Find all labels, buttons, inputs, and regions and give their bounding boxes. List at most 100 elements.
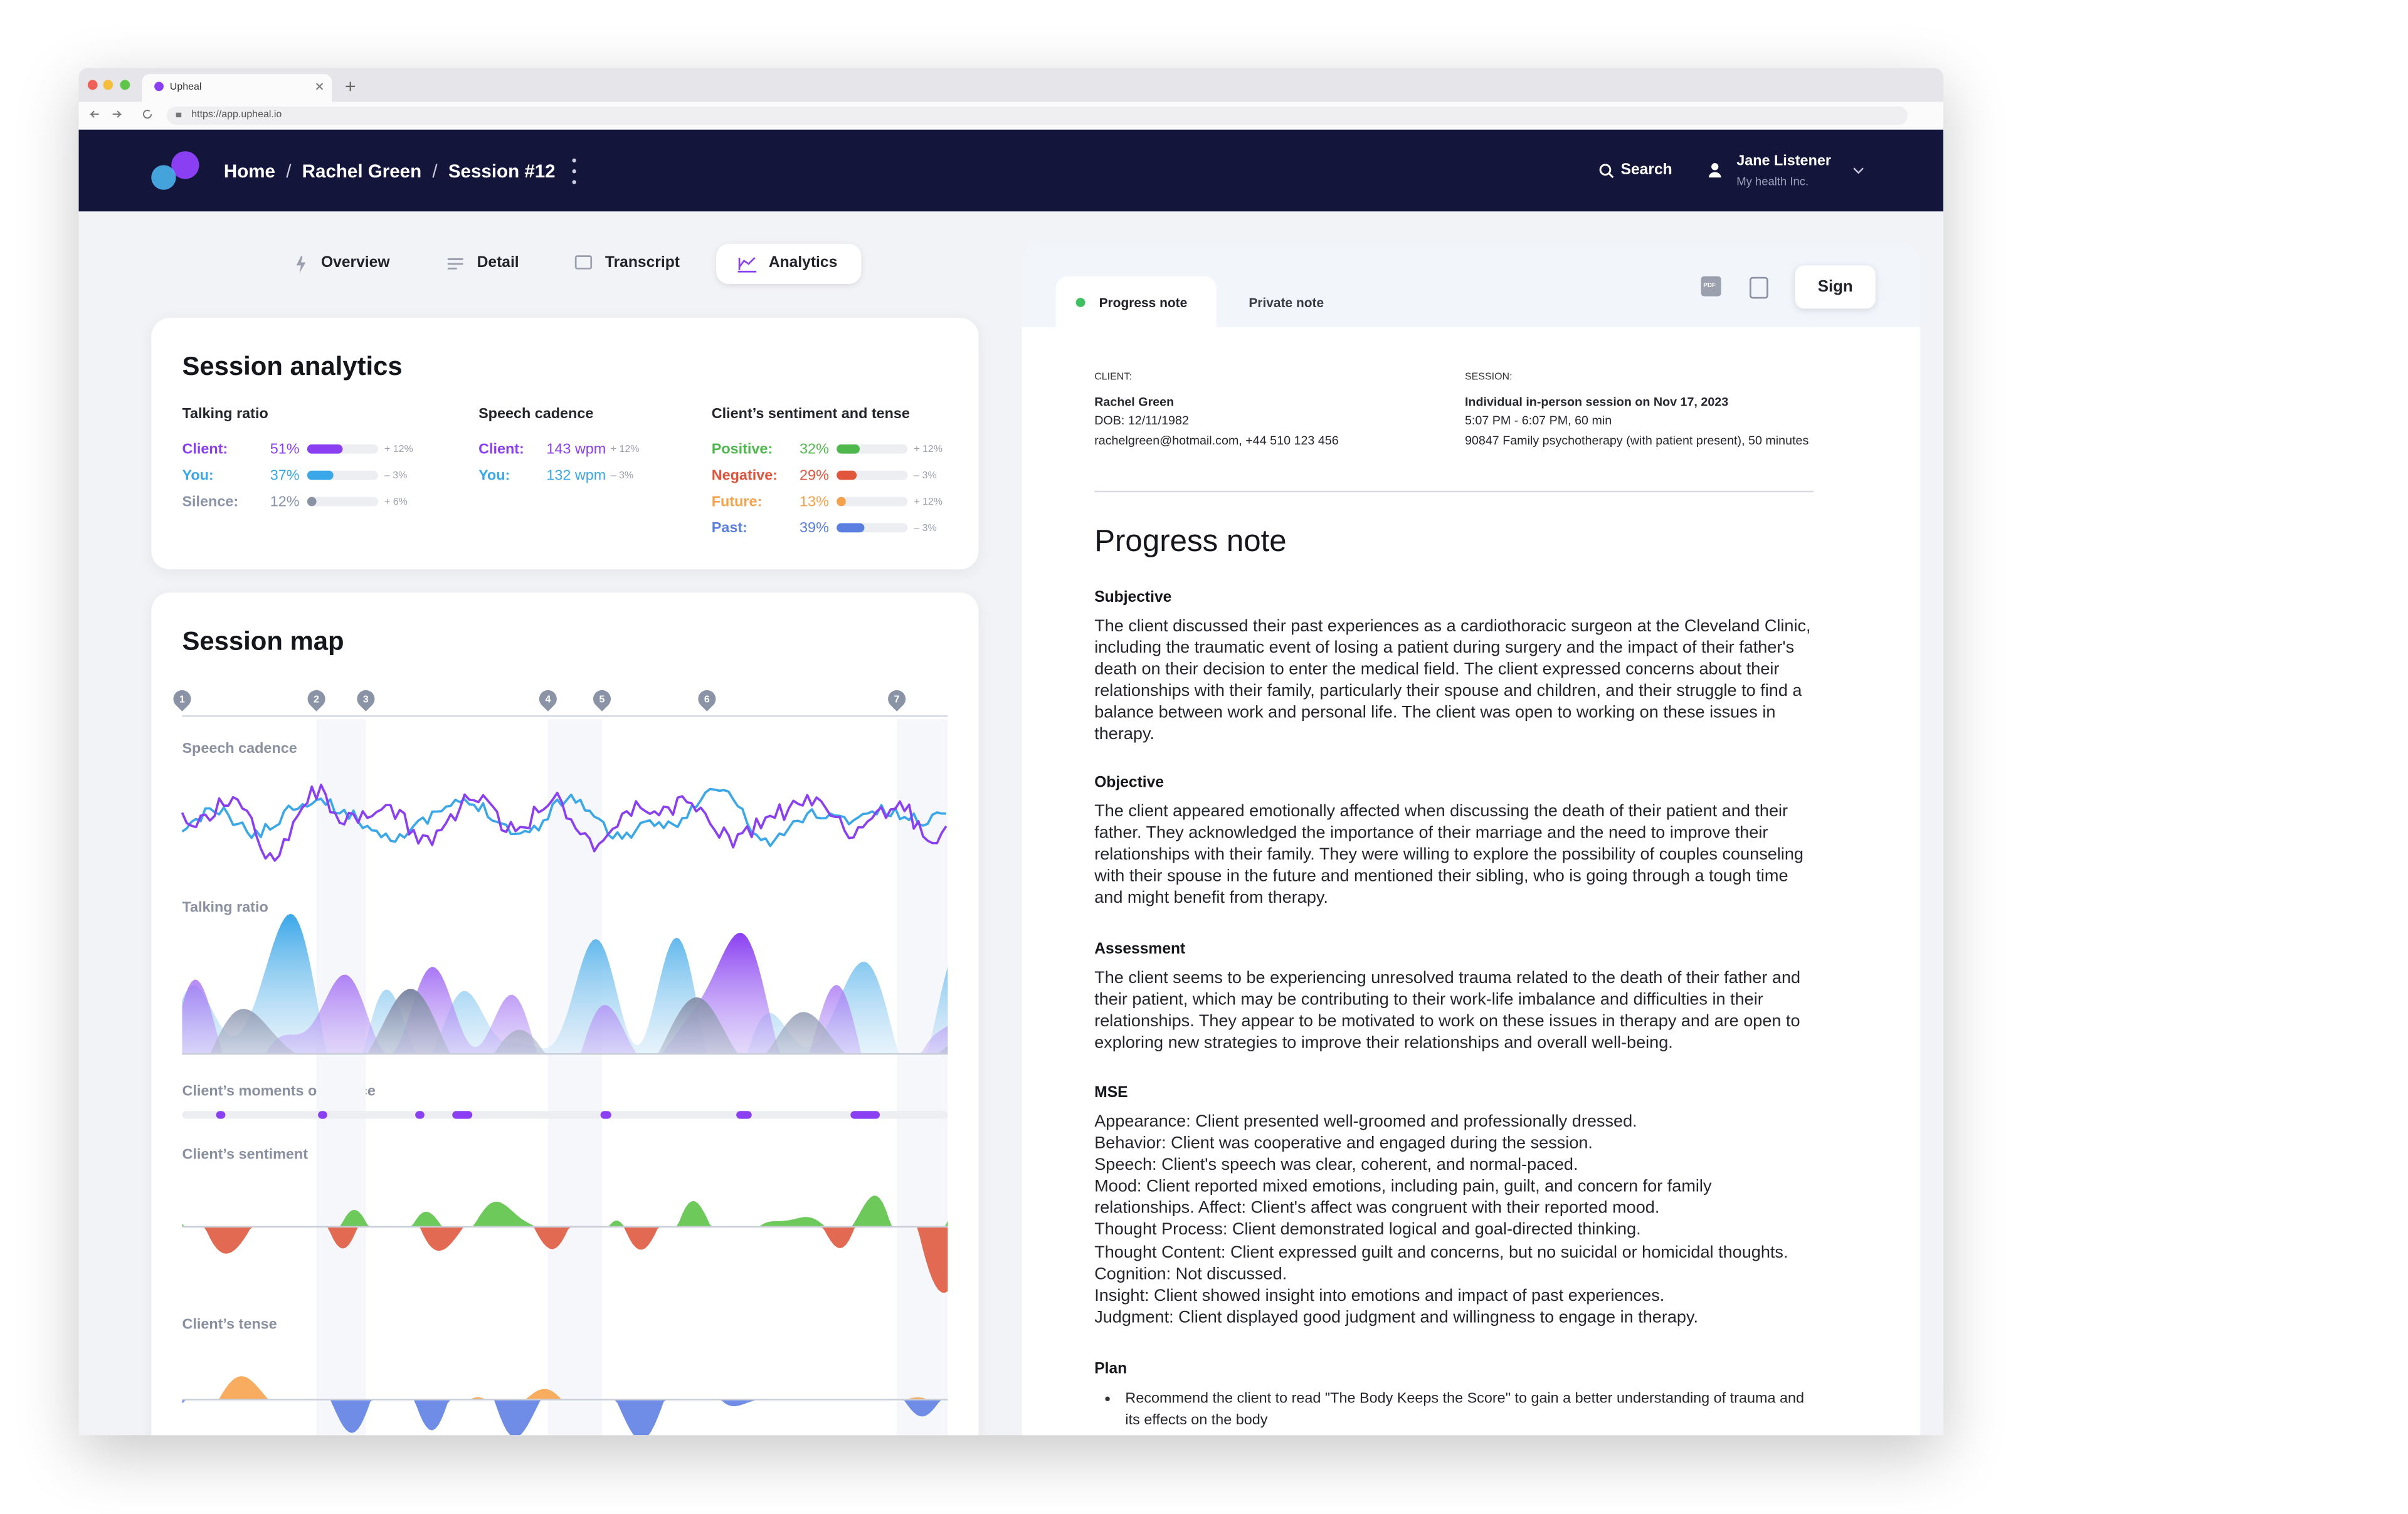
metric-label: Positive: <box>711 440 773 458</box>
info-line: DOB: 12/11/1982 <box>1094 414 1189 428</box>
tab-title: Upheal <box>169 81 202 93</box>
note-panel <box>1022 243 1921 1436</box>
divider <box>1094 490 1814 493</box>
metric-label: Client: <box>478 440 524 458</box>
body-line: Thought Process: Client demonstrated log… <box>1094 1221 1641 1240</box>
metric-value: 13% <box>800 493 829 510</box>
metric-title: Speech cadence <box>478 406 594 424</box>
info-label: SESSION: <box>1464 372 1513 383</box>
metric-value: 29% <box>800 466 829 484</box>
metric-row: Client: 143 wpm + 12% <box>478 440 639 459</box>
metric-value: 132 wpm <box>546 466 606 484</box>
metric-change: – 3% <box>914 522 937 534</box>
card-title: Session map <box>182 626 344 656</box>
metric-label: You: <box>182 466 214 484</box>
body-line: The client appeared emotionally affected… <box>1094 802 1803 908</box>
metric-value: 51% <box>270 440 300 458</box>
bar-track <box>837 470 908 480</box>
breadcrumb: Home / Rachel Green / Session #12 <box>224 160 556 182</box>
metric-change: + 12% <box>914 443 943 455</box>
body-line: Judgment: Client displayed good judgment… <box>1094 1308 1699 1327</box>
view-tab-active[interactable]: Analytics <box>768 255 838 272</box>
sign-button[interactable]: Sign <box>1795 265 1876 309</box>
section-body: The client discussed their past experien… <box>1094 616 1814 746</box>
metric-row: Future: 13% + 12% <box>712 492 943 511</box>
card-title: Session analytics <box>182 351 403 381</box>
view-tab[interactable]: Overview <box>320 255 390 272</box>
metric-change: + 12% <box>914 496 943 507</box>
breadcrumb-item[interactable]: Rachel Green <box>302 160 422 182</box>
detail-icon <box>447 258 463 270</box>
pdf-icon-label: PDF <box>1703 281 1716 289</box>
section-heading: Assessment <box>1094 941 1186 959</box>
body-line: Behavior: Client was cooperative and eng… <box>1094 1134 1593 1153</box>
bar-track <box>307 470 379 480</box>
info-block: Rachel Green DOB: 12/11/1982 rachelgreen@h… <box>1094 394 1449 451</box>
info-line-strong: Rachel Green <box>1094 395 1175 409</box>
track-label: Speech cadence <box>182 741 297 759</box>
bar-fill <box>307 470 334 480</box>
user-org: My health Inc. <box>1736 174 1809 189</box>
metric-label: Client: <box>182 440 228 458</box>
metric-label: Silence: <box>182 493 239 510</box>
metric-change: + 12% <box>384 443 413 455</box>
browser-tab[interactable] <box>142 74 332 102</box>
url-text: https://app.upheal.io <box>191 109 282 121</box>
metric-value: 143 wpm <box>546 440 606 458</box>
body-line: The client seems to be experiencing unre… <box>1094 969 1801 1053</box>
metric-change: – 3% <box>914 470 937 481</box>
info-line: 90847 Family psychotherapy (with patient… <box>1464 433 1809 448</box>
track-label: Client’s tense <box>182 1317 277 1334</box>
session-map-card <box>151 592 979 1436</box>
section-heading: Objective <box>1094 774 1164 792</box>
body-line: Mood: Client reported mixed emotions, in… <box>1094 1177 1712 1219</box>
note-title: Progress note <box>1094 524 1287 559</box>
info-block: Individual in-person session on Nov 17, … <box>1465 394 1814 451</box>
tab-strip <box>78 68 1944 102</box>
transcript-icon <box>574 255 593 270</box>
bullet-text: Recommend the client to read "The Body K… <box>1125 1390 1804 1429</box>
metric-value: 32% <box>800 440 829 458</box>
url-field[interactable] <box>166 106 1908 125</box>
track-label: Client’s sentiment <box>182 1147 309 1164</box>
breadcrumb-separator: / <box>432 160 438 182</box>
breadcrumb-item[interactable]: Home <box>223 160 275 182</box>
bar-fill <box>837 523 865 533</box>
metric-label: Negative: <box>711 466 778 484</box>
info-line-strong: Individual in-person session on Nov 17, … <box>1464 395 1729 409</box>
status-dot <box>1075 298 1085 307</box>
pdf-icon[interactable] <box>1701 276 1721 297</box>
body-line: Insight: Client showed insight into emot… <box>1094 1286 1665 1305</box>
bar-fill <box>307 444 344 454</box>
metric-row: Client: 51% + 12% <box>182 440 413 459</box>
metric-row: You: 37% – 3% <box>182 466 407 485</box>
metric-change: + 6% <box>384 496 408 507</box>
search-button[interactable]: Search <box>1620 162 1672 179</box>
metric-row: Positive: 32% + 12% <box>712 440 943 459</box>
bar-track <box>837 444 908 454</box>
bar-track <box>307 444 379 454</box>
section-body: The client appeared emotionally affected… <box>1094 801 1814 910</box>
track-label: Client’s moments of silence <box>182 1083 376 1101</box>
note-tab[interactable]: Private note <box>1249 294 1324 310</box>
view-tab[interactable]: Transcript <box>605 255 680 272</box>
metric-row: Negative: 29% – 3% <box>712 466 937 485</box>
body-line: Thought Content: Client expressed guilt … <box>1094 1243 1788 1284</box>
info-line: 5:07 PM - 6:07 PM, 60 min <box>1464 414 1612 428</box>
section-body: The client seems to be experiencing unre… <box>1094 967 1814 1054</box>
section-heading: Subjective <box>1094 589 1172 607</box>
note-tab[interactable]: Progress note <box>1099 294 1188 310</box>
bar-fill <box>837 444 860 454</box>
metric-row: Past: 39% – 3% <box>712 518 937 537</box>
section-body: Appearance: Client presented well-groome… <box>1094 1111 1814 1328</box>
metric-value: 39% <box>800 519 829 537</box>
breadcrumb-item[interactable]: Session #12 <box>448 160 556 182</box>
view-tab[interactable]: Detail <box>477 255 519 272</box>
metric-change: + 12% <box>610 443 640 455</box>
bar-track <box>307 497 379 507</box>
metric-label: Future: <box>711 493 763 510</box>
bar-track <box>837 497 908 507</box>
metric-label: Past: <box>711 519 747 537</box>
metric-row: You: 132 wpm – 3% <box>478 466 633 485</box>
